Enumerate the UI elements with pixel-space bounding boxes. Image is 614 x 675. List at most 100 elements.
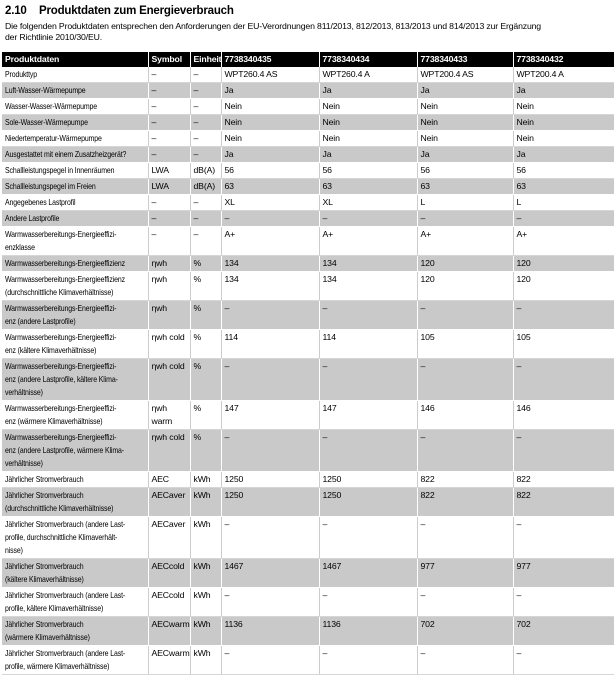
value-cell: 147: [220, 400, 319, 430]
value-cell: –: [318, 300, 417, 330]
value-cell: 146: [512, 400, 614, 430]
column-header: Produktdaten: [2, 52, 148, 67]
row-label-text: Jährlicher Stromverbrauch (durchschnittl…: [5, 490, 114, 513]
value-cell: A+: [220, 226, 319, 256]
value-cell: Nein: [512, 114, 614, 131]
row-label-cell: Warmwasserbereitungs-Energieeffizi- enzk…: [2, 226, 148, 256]
row-label-text: Andere Lastprofile: [5, 213, 60, 223]
value-cell: –: [318, 210, 417, 227]
table-row: Warmwasserbereitungs-Energieeffizi- enz …: [2, 400, 614, 430]
row-label-cell: Jährlicher Stromverbrauch (andere Last- …: [2, 645, 148, 675]
row-label-cell: Produkttyp: [2, 67, 148, 83]
value-cell: Nein: [512, 98, 614, 115]
value-cell: Ja: [512, 146, 614, 163]
value-cell: A+: [512, 226, 614, 256]
row-label-text: Jährlicher Stromverbrauch: [5, 474, 84, 484]
value-cell: Nein: [512, 130, 614, 147]
symbol-cell: ηwh: [147, 300, 190, 330]
row-label-cell: Luft-Wasser-Wärmepumpe: [2, 82, 148, 99]
table-row: Sole-Wasser-Wärmepumpe – – Nein Nein Nein Nein: [2, 114, 614, 131]
column-header: Einheit: [189, 52, 222, 67]
value-cell: Ja: [220, 82, 319, 99]
value-cell: 134: [220, 255, 319, 272]
row-label-cell: Warmwasserbereitungs-Energieeffizienz (d…: [2, 271, 148, 301]
value-cell: 134: [318, 255, 417, 272]
value-cell: Nein: [220, 130, 319, 147]
row-label-text: Wasser-Wasser-Wärmepumpe: [5, 101, 97, 111]
symbol-cell: ηwh: [147, 271, 190, 301]
unit-cell: %: [189, 255, 221, 272]
unit-cell: kWh: [189, 616, 221, 646]
value-cell: 822: [416, 487, 513, 517]
value-cell: WPT260.4 A: [318, 67, 417, 83]
value-cell: Nein: [416, 130, 513, 147]
table-row: Jährlicher Stromverbrauch (kältere Klima…: [2, 558, 614, 588]
value-cell: –: [416, 429, 513, 472]
table-row: Jährlicher Stromverbrauch (andere Last- …: [2, 587, 614, 617]
row-label-cell: Warmwasserbereitungs-Energieeffizi- enz …: [2, 358, 148, 401]
row-label-cell: Andere Lastprofile: [2, 210, 148, 227]
unit-cell: %: [189, 300, 221, 330]
row-label-text: Jährlicher Stromverbrauch (andere Last- …: [5, 519, 126, 555]
table-row: Wasser-Wasser-Wärmepumpe – – Nein Nein Nein Ne…: [2, 98, 614, 115]
value-cell: 1467: [220, 558, 319, 588]
value-cell: 822: [512, 487, 614, 517]
symbol-cell: LWA: [147, 162, 190, 179]
value-cell: WPT260.4 AS: [220, 67, 319, 83]
row-label-text: Luft-Wasser-Wärmepumpe: [5, 85, 86, 95]
symbol-cell: ηwh cold: [147, 358, 190, 401]
value-cell: 1250: [318, 471, 417, 488]
unit-cell: kWh: [189, 487, 221, 517]
value-cell: XL: [318, 194, 417, 211]
value-cell: 822: [512, 471, 614, 488]
value-cell: 114: [220, 329, 319, 359]
unit-cell: dB(A): [189, 178, 221, 195]
value-cell: Ja: [220, 146, 319, 163]
symbol-cell: ηwh: [147, 255, 190, 272]
unit-cell: –: [189, 130, 221, 147]
value-cell: XL: [220, 194, 319, 211]
value-cell: Nein: [416, 114, 513, 131]
value-cell: 56: [512, 162, 614, 179]
value-cell: –: [416, 587, 513, 617]
table-row: Warmwasserbereitungs-Energieeffizienz (d…: [2, 271, 614, 301]
table-row: Warmwasserbereitungs-Energieeffizi- enz …: [2, 429, 614, 472]
value-cell: 1250: [220, 471, 319, 488]
unit-cell: –: [189, 210, 221, 227]
row-label-text: Produkttyp: [5, 69, 38, 79]
value-cell: –: [512, 358, 614, 401]
value-cell: 56: [416, 162, 513, 179]
unit-cell: %: [189, 400, 221, 430]
table-row: Schallleistungspegel in Innenräumen LWA dB…: [2, 162, 614, 179]
unit-cell: kWh: [189, 471, 221, 488]
table-row: Warmwasserbereitungs-Energieeffizi- enz …: [2, 329, 614, 359]
table-row: Jährlicher Stromverbrauch (andere Last- …: [2, 645, 614, 675]
value-cell: –: [416, 645, 513, 675]
table-row: Jährlicher Stromverbrauch (wärmere Klima…: [2, 616, 614, 646]
value-cell: –: [220, 210, 319, 227]
symbol-cell: ηwh cold: [147, 329, 190, 359]
value-cell: –: [416, 516, 513, 559]
table-row: Luft-Wasser-Wärmepumpe – – Ja Ja Ja Ja: [2, 82, 614, 99]
symbol-cell: AECcold: [147, 587, 190, 617]
value-cell: 977: [416, 558, 513, 588]
symbol-cell: AECaver: [147, 487, 190, 517]
unit-cell: kWh: [189, 558, 221, 588]
value-cell: –: [318, 516, 417, 559]
column-header: 7738340433: [416, 52, 513, 67]
value-cell: 1467: [318, 558, 417, 588]
value-cell: –: [416, 300, 513, 330]
table-row: Jährlicher Stromverbrauch AEC kWh 1250 1250 8…: [2, 471, 614, 488]
table-row: Warmwasserbereitungs-Energieeffizienz ηwh…: [2, 255, 614, 272]
symbol-cell: –: [147, 82, 190, 99]
row-label-cell: Schallleistungspegel in Innenräumen: [2, 162, 148, 179]
intro-text: Die folgenden Produktdaten entsprechen d…: [5, 21, 541, 42]
value-cell: L: [416, 194, 513, 211]
value-cell: 105: [416, 329, 513, 359]
value-cell: –: [220, 587, 319, 617]
table-row: Warmwasserbereitungs-Energieeffizi- enz …: [2, 300, 614, 330]
row-label-text: Ausgestattet mit einem Zusatzheizgerät?: [5, 149, 127, 159]
row-label-text: Angegebenes Lastprofil: [5, 197, 76, 207]
symbol-cell: –: [147, 130, 190, 147]
value-cell: –: [318, 645, 417, 675]
